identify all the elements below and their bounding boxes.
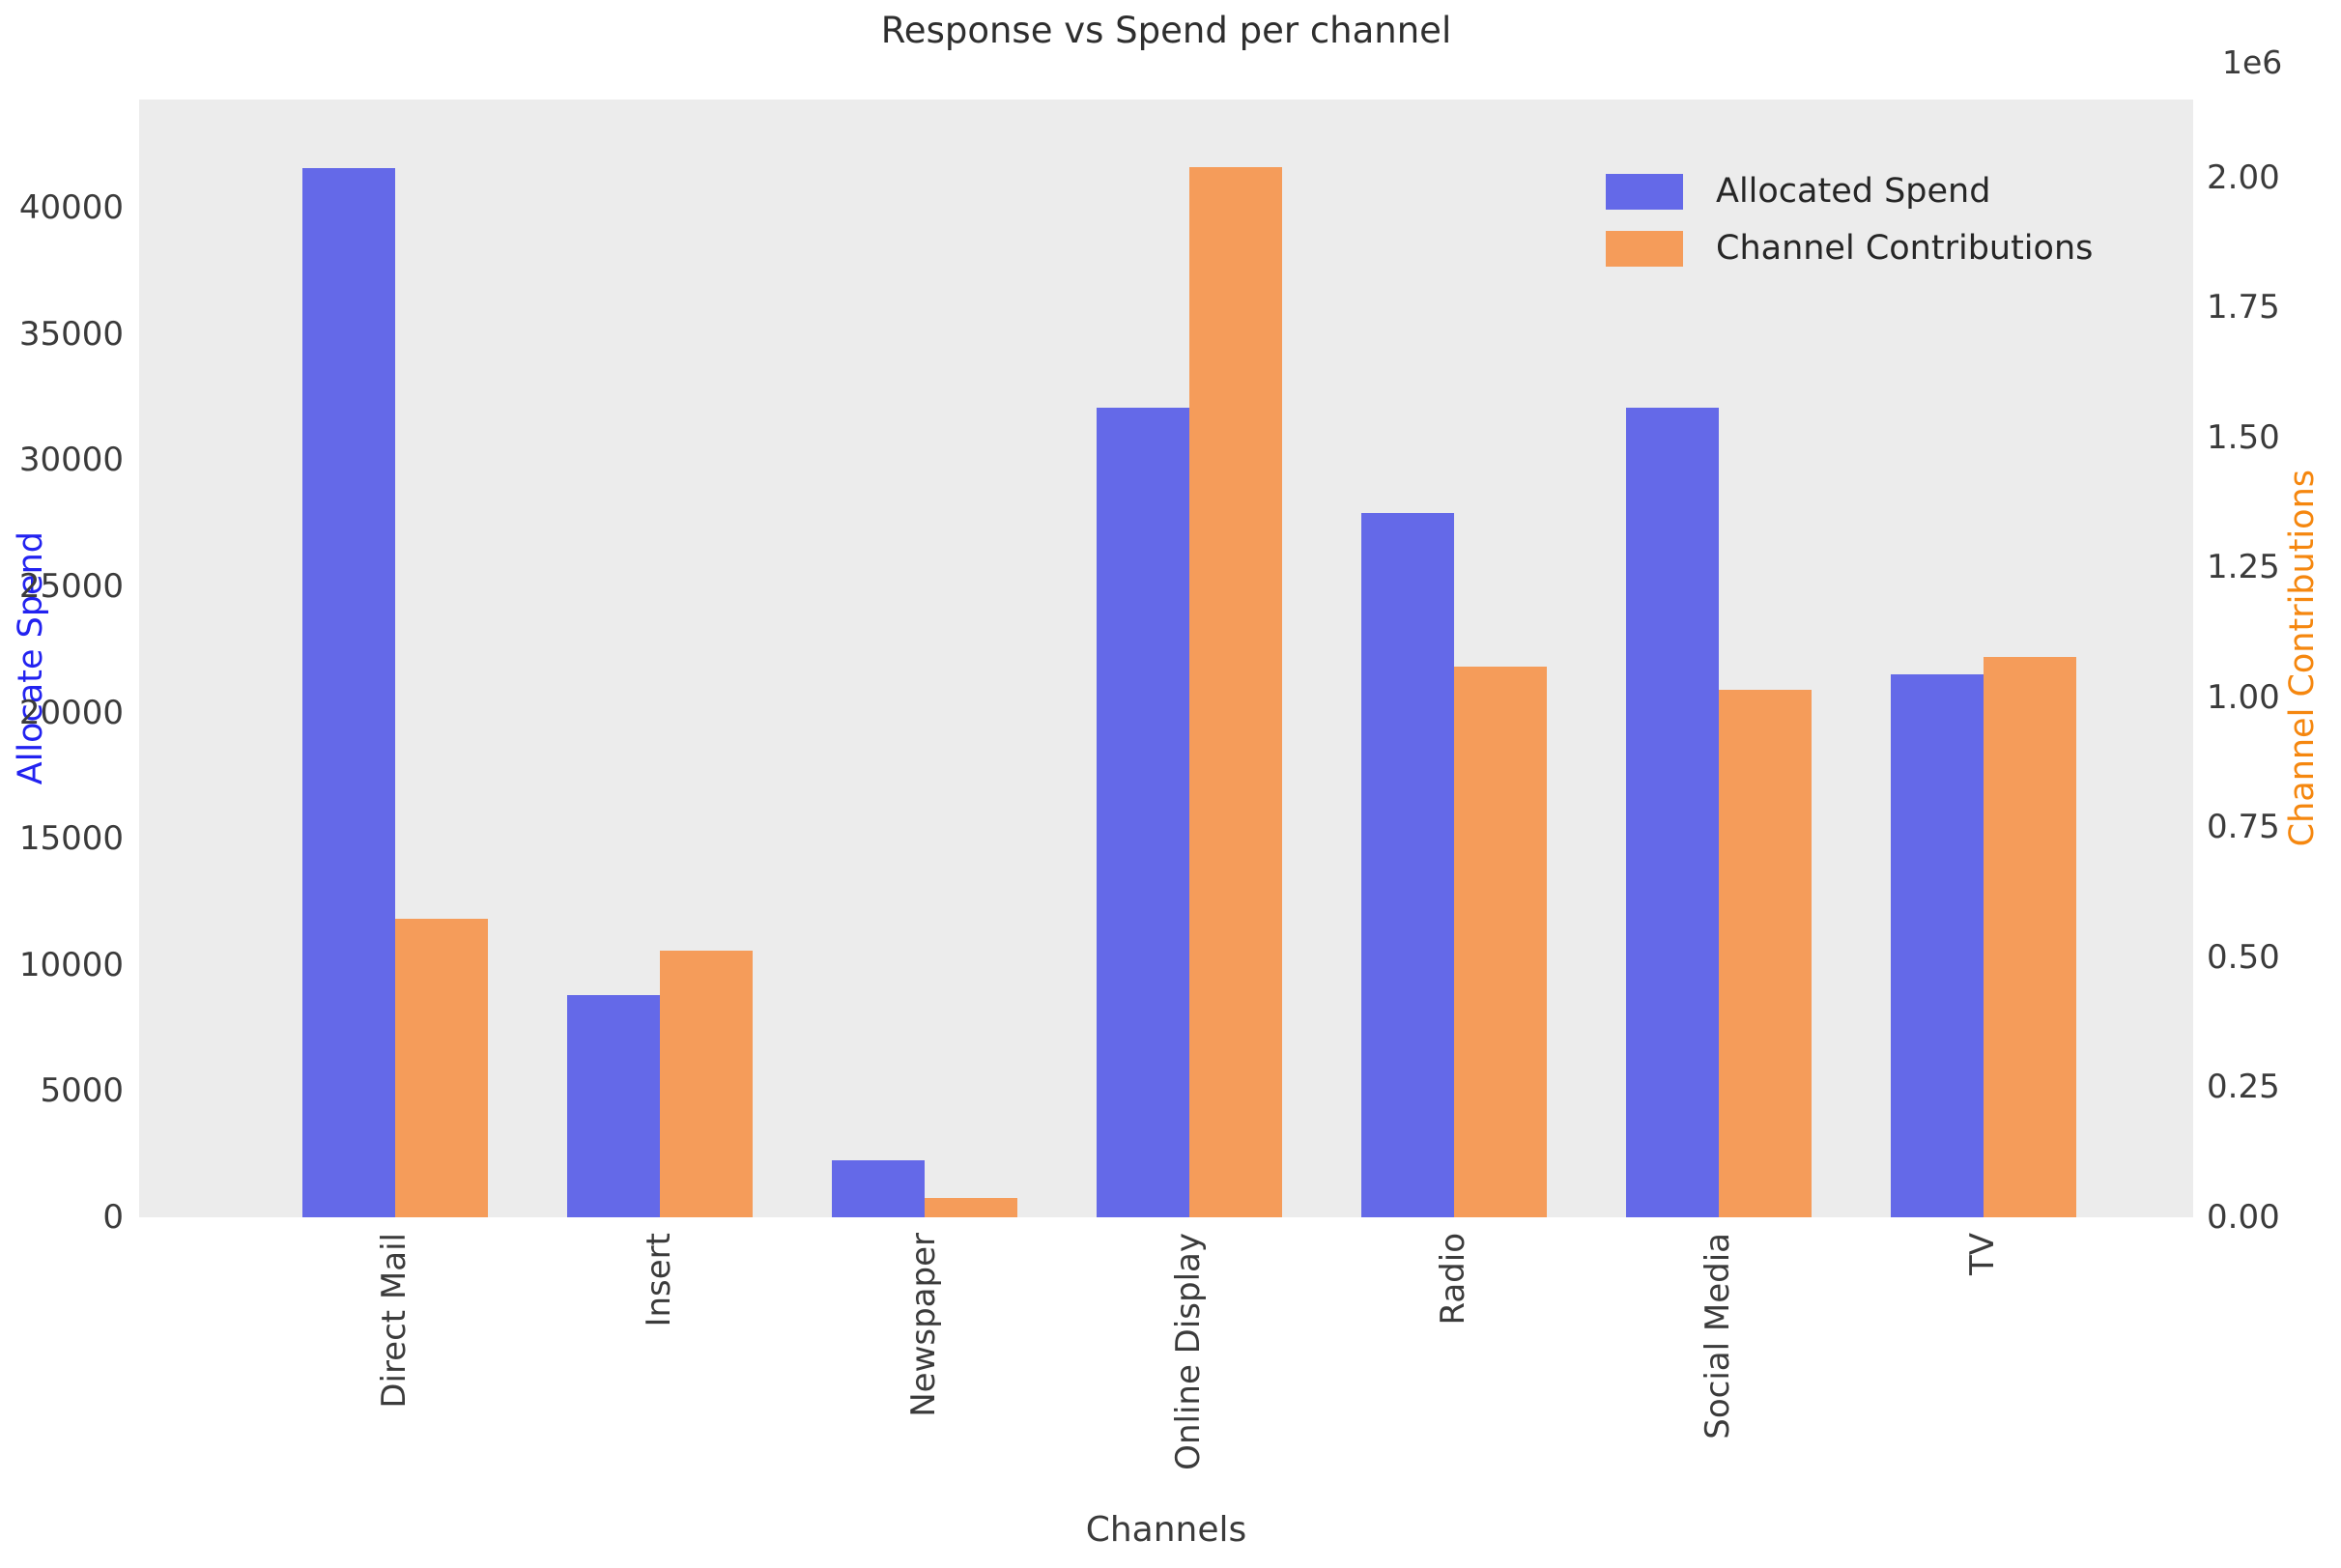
bar-spend-insert <box>567 995 660 1217</box>
x-tick-label-text: Social Media <box>1699 1233 1738 1440</box>
right-tick-label: 1.00 <box>2207 677 2280 717</box>
bar-contribution-online-display <box>1189 166 1282 1217</box>
right-axis-label-text: Channel Contributions <box>2282 470 2322 847</box>
x-tick-label: TV <box>1955 1233 2013 1568</box>
right-tick-label: 1.50 <box>2207 417 2280 457</box>
x-axis-label: Channels <box>1085 1510 1247 1550</box>
left-tick-label: 10000 <box>18 945 124 984</box>
x-tick-label: Newspaper <box>896 1233 954 1568</box>
legend-item: Allocated Spend <box>1606 174 2093 210</box>
bar-spend-direct-mail <box>302 167 395 1217</box>
left-tick-label: 30000 <box>18 441 124 480</box>
bar-spend-newspaper <box>832 1160 925 1217</box>
right-axis-label: Channel Contributions <box>2275 100 2329 1217</box>
bar-contribution-direct-mail <box>395 918 488 1217</box>
right-tick-label: 0.00 <box>2207 1198 2280 1237</box>
right-tick-label: 0.75 <box>2207 808 2280 847</box>
right-tick-label: 1.75 <box>2207 288 2280 328</box>
bar-contribution-social-media <box>1719 689 1812 1217</box>
bar-spend-tv <box>1891 674 1984 1217</box>
bar-contribution-radio <box>1454 666 1547 1217</box>
x-tick-label-text: TV <box>1963 1233 2003 1276</box>
left-tick-label: 20000 <box>18 693 124 732</box>
left-tick-label: 0 <box>102 1198 124 1237</box>
x-tick-label: Radio <box>1425 1233 1483 1568</box>
x-tick-label: Social Media <box>1690 1233 1748 1568</box>
x-tick-label: Insert <box>631 1233 689 1568</box>
left-tick-label: 40000 <box>18 188 124 228</box>
left-axis-label: Allocate Spend <box>4 100 58 1217</box>
x-tick-label-text: Online Display <box>1169 1233 1209 1470</box>
legend-label: Allocated Spend <box>1716 172 1991 211</box>
right-tick-label: 1.25 <box>2207 548 2280 587</box>
x-tick-label: Online Display <box>1160 1233 1218 1568</box>
left-tick-label: 25000 <box>18 567 124 607</box>
legend: Allocated Spend Channel Contributions <box>1606 174 2093 267</box>
bar-spend-radio <box>1361 513 1454 1217</box>
legend-label: Channel Contributions <box>1716 229 2094 268</box>
legend-swatch <box>1606 174 1683 210</box>
bar-contribution-newspaper <box>925 1198 1017 1217</box>
left-tick-label: 5000 <box>40 1071 124 1111</box>
legend-swatch <box>1606 231 1683 267</box>
x-tick-label-text: Newspaper <box>904 1233 944 1417</box>
bar-contribution-insert <box>660 951 753 1217</box>
right-tick-label: 0.50 <box>2207 937 2280 977</box>
right-axis-multiplier: 1e6 <box>2222 43 2283 81</box>
x-tick-label-text: Insert <box>640 1233 679 1327</box>
left-tick-label: 15000 <box>18 819 124 859</box>
bar-contribution-tv <box>1984 656 2076 1217</box>
legend-item: Channel Contributions <box>1606 231 2093 267</box>
x-tick-label-text: Direct Mail <box>375 1233 414 1409</box>
x-tick-label: Direct Mail <box>366 1233 424 1568</box>
bar-spend-online-display <box>1097 407 1189 1217</box>
bar-spend-social-media <box>1626 407 1719 1217</box>
right-tick-label: 0.25 <box>2207 1068 2280 1107</box>
chart-title: Response vs Spend per channel <box>880 10 1452 51</box>
left-tick-label: 35000 <box>18 314 124 354</box>
x-tick-label-text: Radio <box>1434 1233 1473 1326</box>
right-tick-label: 2.00 <box>2207 157 2280 197</box>
